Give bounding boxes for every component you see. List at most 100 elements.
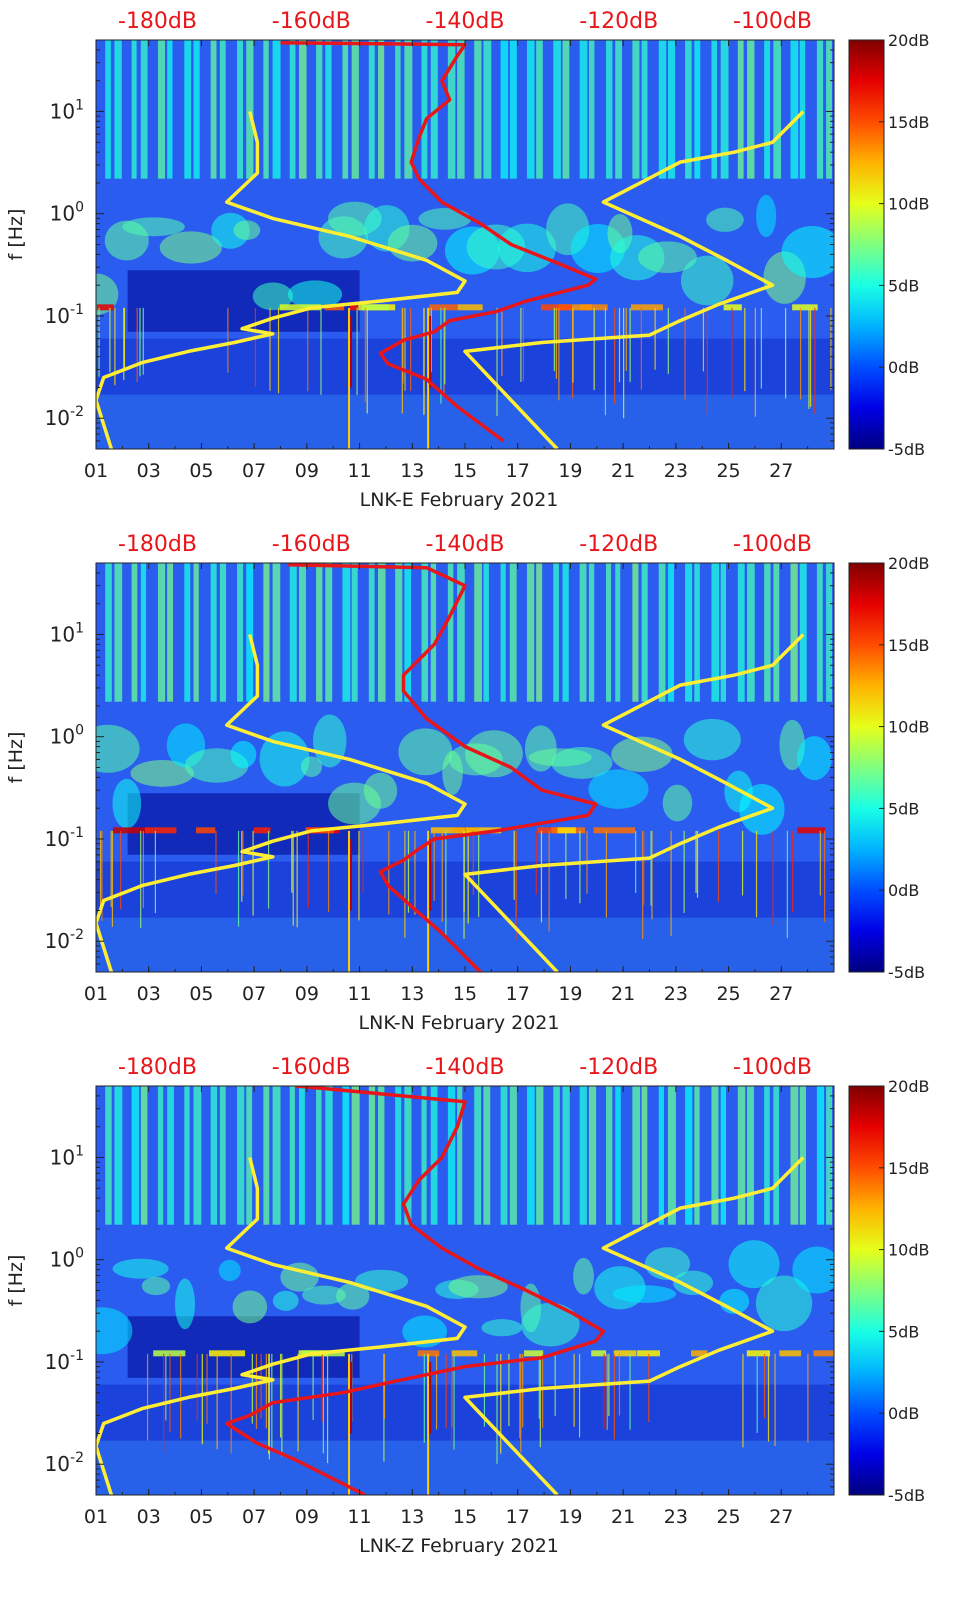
microseism-patch	[363, 772, 398, 809]
hot-patch	[430, 827, 465, 834]
x-tick-label: 01	[84, 983, 108, 1005]
microseism-patch	[573, 1257, 594, 1295]
cultural-noise-stripe	[799, 1086, 806, 1225]
microseism-patch	[673, 1270, 714, 1296]
microseism-patch	[551, 747, 613, 779]
microseism-patch	[174, 1278, 196, 1330]
colorbar-tick-label: 15dB	[888, 113, 930, 132]
cultural-noise-stripe	[219, 1086, 226, 1225]
cultural-noise-stripe	[404, 563, 412, 702]
x-tick-label: 17	[506, 460, 530, 482]
cultural-noise-stripe	[632, 1086, 641, 1225]
cultural-noise-stripe	[289, 1086, 295, 1225]
cultural-noise-stripe	[316, 1086, 322, 1225]
cultural-noise-stripe	[430, 563, 437, 702]
x-tick-label: 11	[347, 1506, 371, 1528]
cultural-noise-stripe	[747, 40, 755, 179]
cultural-noise-stripe	[263, 563, 270, 702]
x-tick-label: 17	[506, 983, 530, 1005]
top-axis-db-label: -160dB	[272, 9, 351, 34]
y-tick-label: 101	[50, 97, 84, 123]
cultural-noise-stripe	[553, 1086, 560, 1225]
hot-patch	[429, 304, 458, 311]
x-tick-label: 11	[347, 983, 371, 1005]
microseism-patch	[272, 1290, 299, 1311]
hot-patch	[723, 304, 742, 311]
cultural-noise-stripe	[404, 1086, 412, 1225]
cultural-noise-stripe	[685, 1086, 693, 1225]
y-tick-label: 10-2	[45, 927, 84, 953]
colorbar-tick-label: 20dB	[888, 1077, 930, 1096]
hot-patch	[613, 1350, 637, 1357]
top-axis-db-label: -140dB	[426, 532, 505, 557]
cultural-noise-stripe	[720, 563, 727, 702]
colorbar-tick-label: 5dB	[888, 799, 919, 818]
cultural-noise-stripe	[368, 1086, 376, 1225]
cultural-noise-stripe	[826, 1086, 833, 1225]
x-tick-label: 03	[137, 983, 161, 1005]
cultural-noise-stripe	[562, 40, 570, 179]
hot-patch	[96, 304, 114, 311]
cultural-noise-stripe	[351, 1086, 360, 1225]
colorbar-tick-label: -5dB	[888, 1486, 925, 1505]
cultural-noise-stripe	[483, 40, 492, 179]
cultural-noise-stripe	[615, 563, 621, 702]
cultural-noise-stripe	[500, 1086, 508, 1225]
cultural-noise-stripe	[263, 40, 269, 179]
cultural-noise-stripe	[685, 40, 692, 179]
cultural-noise-stripe	[378, 1086, 385, 1225]
x-tick-label: 25	[716, 460, 740, 482]
x-tick-label: 13	[400, 1506, 424, 1528]
hot-patch	[153, 1350, 186, 1357]
microseism-patch	[680, 255, 734, 306]
cultural-noise-stripe	[632, 40, 640, 179]
hot-patch	[451, 827, 479, 834]
cultural-noise-stripe	[764, 1086, 770, 1225]
top-axis-db-label: -160dB	[272, 532, 351, 557]
y-axis-label: f [Hz]	[5, 732, 27, 784]
median-noise-curve	[224, 1086, 606, 1495]
hot-patch	[112, 827, 151, 834]
top-axis-db-label: -100dB	[733, 532, 812, 557]
top-axis-db-label: -100dB	[733, 1055, 812, 1080]
x-tick-label: 09	[295, 460, 319, 482]
cultural-noise-stripe	[694, 40, 701, 179]
cultural-noise-stripe	[114, 1086, 123, 1225]
cultural-noise-stripe	[395, 40, 401, 179]
noise-model-curve	[463, 633, 805, 972]
cultural-noise-stripe	[667, 40, 676, 179]
cultural-noise-stripe	[553, 563, 559, 702]
spectrogram-image	[96, 563, 834, 972]
microseism-patch	[683, 718, 741, 761]
hot-patch	[279, 304, 322, 311]
hot-patch	[195, 827, 216, 834]
cultural-noise-stripe	[711, 563, 720, 702]
noise-model-curve	[96, 1157, 467, 1495]
y-tick-label: 10-1	[45, 825, 84, 851]
microseism-patch	[481, 1319, 523, 1337]
x-tick-label: 09	[295, 983, 319, 1005]
cultural-noise-stripe	[140, 1086, 148, 1225]
x-tick-label: 03	[137, 460, 161, 482]
cultural-noise-stripe	[526, 40, 535, 179]
cultural-noise-stripe	[720, 1086, 727, 1225]
cultural-noise-stripe	[167, 40, 173, 179]
cultural-noise-stripe	[658, 563, 666, 702]
top-axis-db-label: -180dB	[118, 532, 197, 557]
cultural-noise-stripe	[184, 563, 191, 702]
microseism-patch	[755, 1275, 813, 1332]
microseism-patch	[312, 714, 347, 768]
cultural-noise-stripe	[790, 563, 798, 702]
colorbar-tick-label: 10dB	[888, 195, 930, 214]
y-tick-label: 10-1	[45, 1348, 84, 1374]
median-noise-curve	[288, 563, 598, 972]
cultural-noise-stripe	[816, 563, 823, 702]
microseism-patch	[398, 728, 453, 776]
cultural-noise-stripe	[157, 563, 166, 702]
y-tick-label: 100	[50, 723, 84, 749]
microseism-patch	[662, 784, 693, 822]
cultural-noise-stripe	[579, 40, 588, 179]
x-tick-label: 21	[611, 983, 635, 1005]
cultural-noise-stripe	[764, 563, 771, 702]
cultural-noise-stripe	[105, 563, 112, 702]
